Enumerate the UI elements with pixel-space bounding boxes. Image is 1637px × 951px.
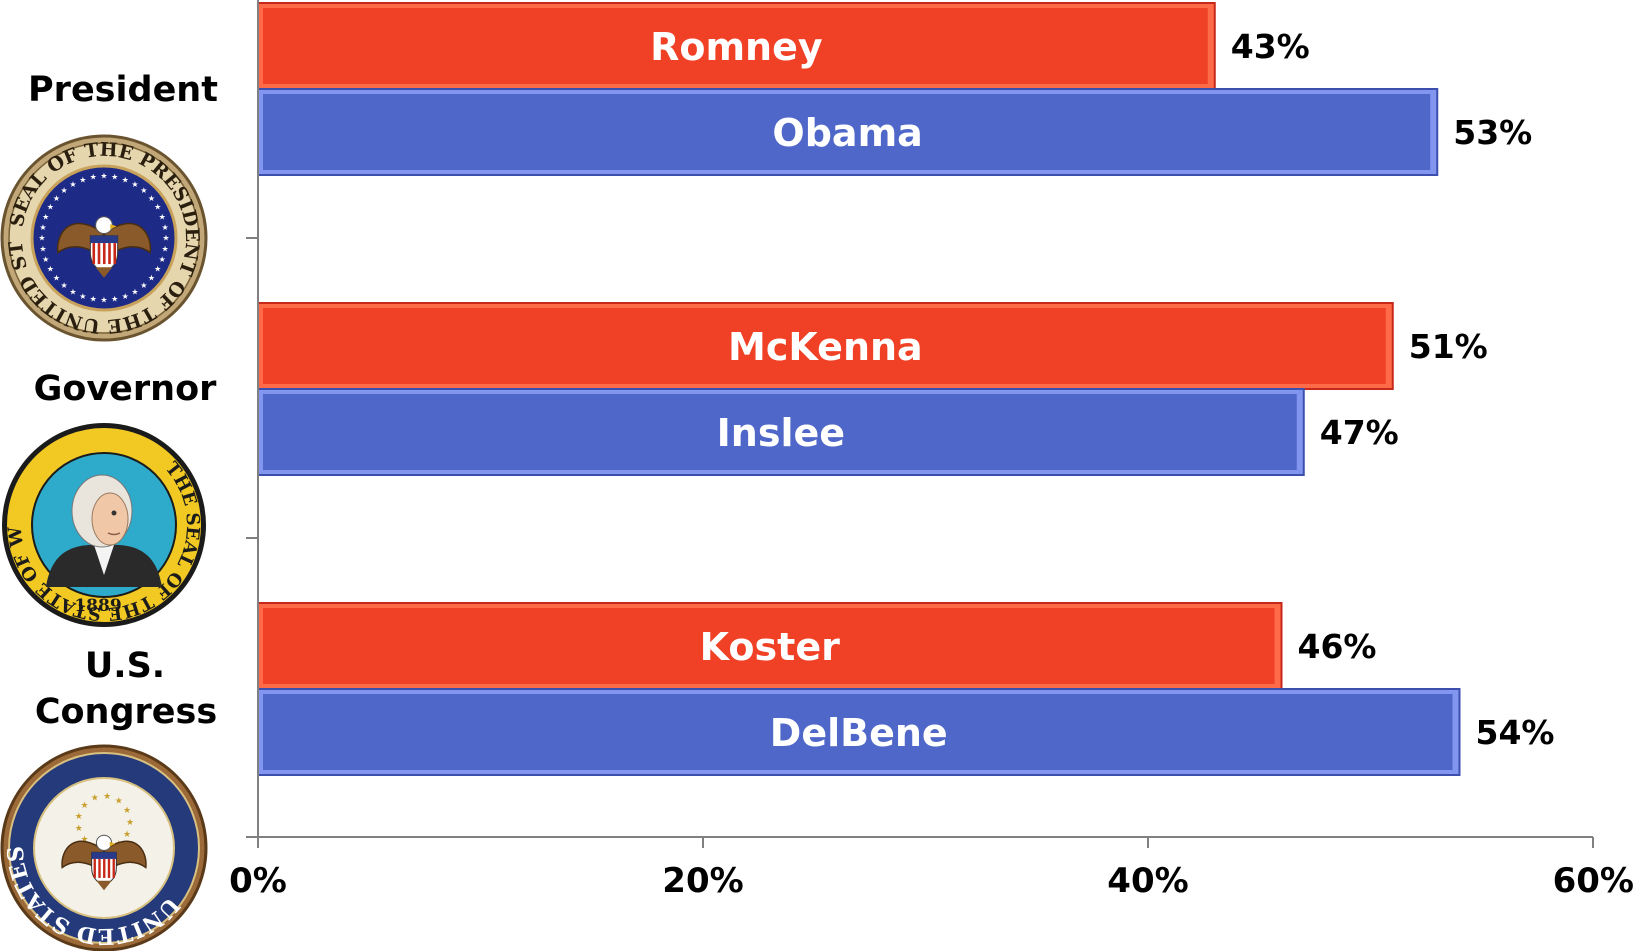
x-tick-label: 0% (229, 861, 287, 901)
star-icon: ★ (90, 173, 97, 182)
bar-delbene (257, 688, 1461, 776)
star-icon: ★ (53, 274, 60, 283)
category-label: Governor (34, 369, 218, 409)
star-icon: ★ (131, 180, 138, 189)
star-icon: ★ (122, 175, 129, 184)
star-icon: ★ (159, 255, 166, 264)
washington-portrait (46, 474, 162, 587)
star-icon: ★ (80, 835, 88, 845)
star-icon: ★ (90, 295, 97, 304)
value-label: 51% (1409, 327, 1488, 366)
candidate-label: McKenna (728, 325, 923, 369)
star-icon: ★ (161, 223, 168, 232)
star-icon: ★ (161, 244, 168, 253)
bar-fill (263, 94, 1431, 170)
shield-icon (91, 851, 117, 886)
star-icon: ★ (75, 824, 83, 834)
bar-fill (263, 608, 1275, 684)
star-icon: ★ (38, 234, 45, 243)
star-icon: ★ (39, 244, 46, 253)
star-icon: ★ (111, 295, 118, 304)
star-icon: ★ (103, 792, 111, 802)
star-icon: ★ (42, 255, 49, 264)
bar-koster (257, 602, 1283, 690)
bar-fill (263, 394, 1297, 470)
category-label: President (28, 70, 218, 110)
star-icon: ★ (115, 797, 123, 807)
candidate-label: Koster (700, 625, 840, 669)
axis-layer (246, 0, 1594, 848)
bar-fill (263, 694, 1453, 770)
eagle-beak (110, 224, 117, 230)
presidential-seal-icon: SEAL OF THE PRESIDENT OF THE UNITED STAT… (0, 0, 208, 342)
x-tick-label: 20% (662, 861, 743, 901)
value-label: 46% (1298, 627, 1377, 666)
star-icon: ★ (69, 287, 76, 296)
candidate-label: Inslee (717, 411, 845, 455)
star-icon: ★ (140, 281, 147, 290)
star-icon: ★ (123, 830, 131, 840)
star-icon: ★ (79, 292, 86, 301)
bar-fill (263, 308, 1386, 384)
value-label: 47% (1320, 413, 1399, 452)
star-icon: ★ (61, 281, 68, 290)
x-tick-label: 40% (1107, 861, 1188, 901)
star-icon: ★ (154, 265, 161, 274)
star-icon: ★ (131, 287, 138, 296)
star-icon: ★ (91, 794, 99, 804)
x-tick-label: 60% (1553, 861, 1634, 901)
star-icon: ★ (47, 203, 54, 212)
star-icon: ★ (148, 274, 155, 283)
star-icon: ★ (69, 180, 76, 189)
eagle-head (95, 834, 113, 851)
star-icon: ★ (100, 172, 107, 181)
star-icon: ★ (53, 194, 60, 203)
candidate-label: Obama (772, 111, 922, 155)
bar-inslee (257, 388, 1305, 476)
star-icon: ★ (47, 265, 54, 274)
bar-obama (257, 88, 1439, 176)
star-icon: ★ (154, 203, 161, 212)
star-icon: ★ (111, 173, 118, 182)
bar-mckenna (257, 302, 1394, 390)
value-label: 53% (1453, 113, 1532, 152)
star-icon: ★ (159, 212, 166, 221)
category-label: Congress (35, 692, 217, 732)
star-icon: ★ (140, 186, 147, 195)
star-icon: ★ (100, 296, 107, 305)
value-label: 43% (1231, 27, 1310, 66)
bar-layer (257, 2, 1461, 776)
star-icon: ★ (42, 212, 49, 221)
label-layer: Romney 43% Obama 53% McKenna 51% Inslee 47% Kost… (28, 25, 1634, 901)
category-label: U.S. (85, 646, 165, 686)
candidate-label: DelBene (770, 711, 948, 755)
star-icon: ★ (162, 234, 169, 243)
bar-romney (257, 2, 1216, 90)
star-icon: ★ (75, 812, 83, 822)
star-icon: ★ (123, 806, 131, 816)
star-icon: ★ (79, 175, 86, 184)
star-icon: ★ (122, 292, 129, 301)
eagle-tail (95, 267, 113, 278)
eagle-head (95, 216, 113, 235)
star-icon: ★ (126, 818, 134, 828)
shield-icon (89, 235, 119, 272)
star-icon: ★ (80, 801, 88, 811)
star-icon: ★ (148, 194, 155, 203)
seal-year: 1889 (74, 596, 121, 616)
value-label: 54% (1476, 713, 1555, 752)
bar-fill (263, 8, 1208, 84)
star-icon: ★ (61, 186, 68, 195)
star-icon: ★ (39, 223, 46, 232)
candidate-label: Romney (650, 25, 823, 69)
eagle-beak (109, 841, 116, 847)
eagle-tail (96, 880, 112, 891)
seal-layer: SEAL OF THE PRESIDENT OF THE UNITED STAT… (0, 0, 208, 951)
